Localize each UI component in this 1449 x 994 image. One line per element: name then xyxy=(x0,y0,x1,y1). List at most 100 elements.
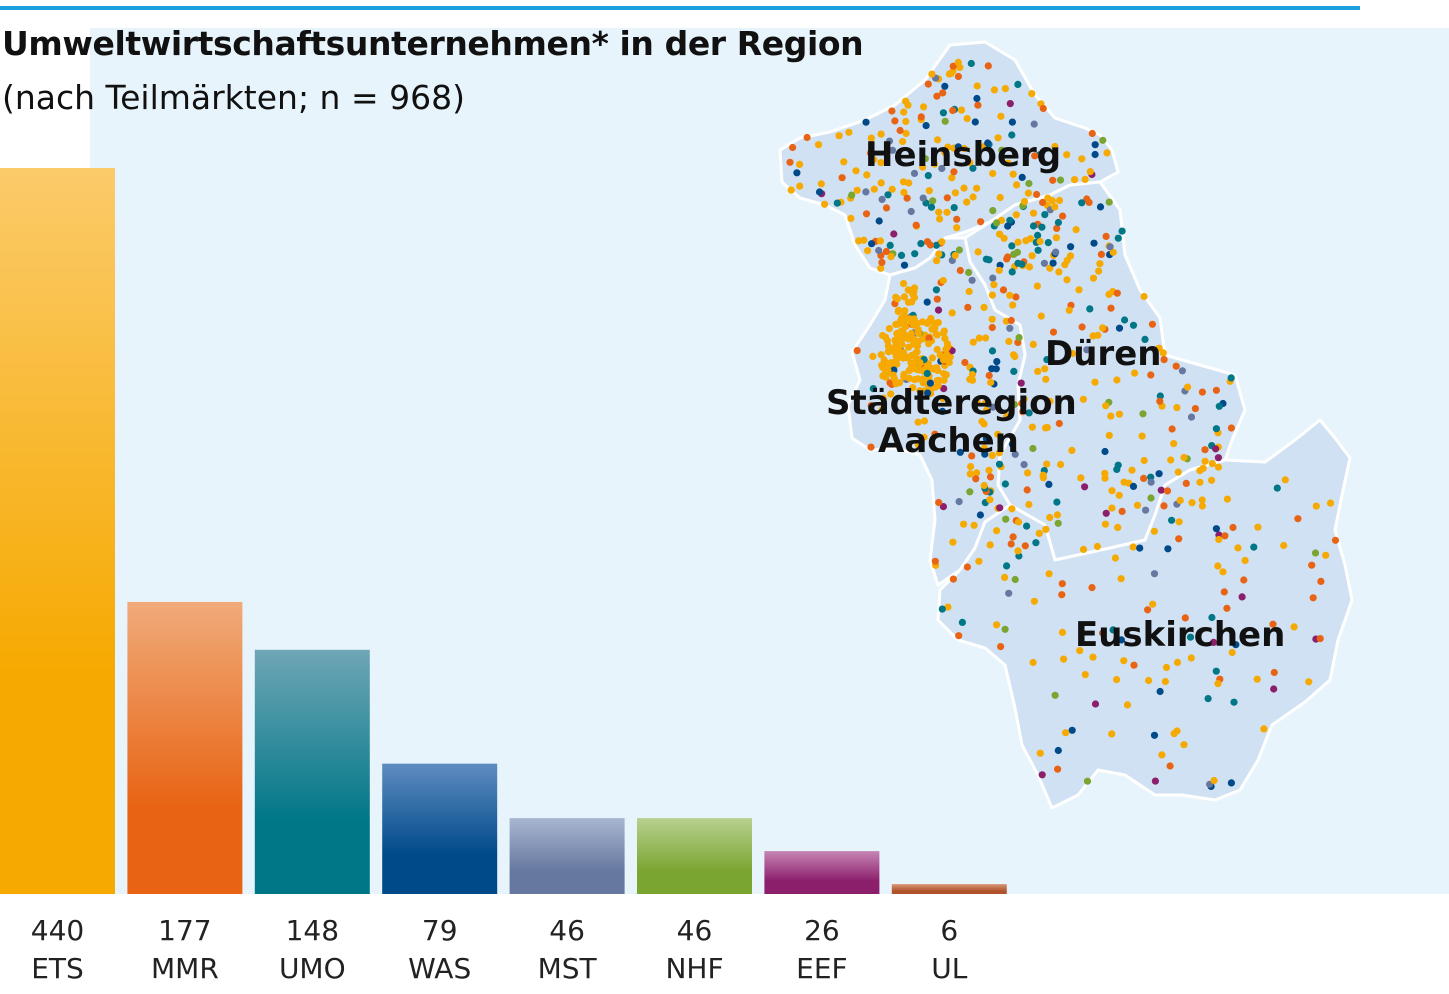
bar-eef xyxy=(764,851,880,894)
company-dot xyxy=(1201,446,1209,454)
company-dot xyxy=(1155,344,1163,352)
company-dot xyxy=(994,134,1002,142)
company-dot xyxy=(1223,495,1231,503)
company-dot xyxy=(1046,513,1054,522)
company-dot xyxy=(934,306,943,314)
company-dot xyxy=(995,449,1003,457)
company-dot xyxy=(1002,515,1010,523)
company-dot xyxy=(1136,544,1144,552)
company-dot xyxy=(933,364,941,372)
company-dot xyxy=(955,246,964,254)
company-dot xyxy=(973,94,981,103)
company-dot xyxy=(939,503,948,511)
company-dot xyxy=(924,172,932,180)
company-dot xyxy=(814,141,823,149)
company-dot xyxy=(1131,369,1139,377)
company-dot xyxy=(893,295,902,303)
company-dot xyxy=(1120,657,1128,665)
company-dot xyxy=(890,375,898,383)
company-dot xyxy=(1039,198,1047,207)
company-dot xyxy=(1227,374,1235,382)
company-dot xyxy=(899,354,908,362)
company-dot xyxy=(993,527,1001,535)
company-dot xyxy=(853,186,861,194)
company-dot xyxy=(1012,293,1020,301)
company-dot xyxy=(1037,312,1045,320)
company-dot xyxy=(1214,562,1222,570)
company-dot xyxy=(982,334,990,342)
company-dot xyxy=(968,452,976,460)
company-dot xyxy=(1033,190,1041,199)
company-dot xyxy=(1009,170,1017,178)
company-dot xyxy=(885,348,893,356)
company-dot xyxy=(903,194,911,202)
company-dot xyxy=(838,174,846,182)
company-dot xyxy=(1067,243,1075,251)
company-dot xyxy=(1039,474,1047,482)
company-dot xyxy=(1001,480,1010,488)
company-dot xyxy=(1013,181,1021,189)
company-dot xyxy=(888,107,896,115)
company-dot xyxy=(1102,509,1110,517)
company-dot xyxy=(948,309,956,317)
company-dot xyxy=(1113,289,1121,297)
company-dot xyxy=(967,59,975,68)
company-dot xyxy=(894,307,902,316)
company-dot xyxy=(1042,424,1050,432)
company-dot xyxy=(1170,440,1178,448)
company-dot xyxy=(938,164,946,173)
company-dot xyxy=(910,321,918,329)
company-dot xyxy=(1007,316,1015,325)
company-dot xyxy=(953,224,961,232)
bar-category-label: MST xyxy=(538,952,598,985)
company-dot xyxy=(1188,499,1196,507)
company-dot xyxy=(1145,676,1153,685)
company-dot xyxy=(1212,425,1220,433)
company-dot xyxy=(878,195,886,203)
company-dot xyxy=(1014,80,1022,88)
company-dot xyxy=(994,430,1002,438)
company-dot xyxy=(1038,223,1046,231)
bar-category-label: ETS xyxy=(31,952,84,985)
company-dot xyxy=(963,198,971,206)
company-dot xyxy=(964,303,972,311)
company-dot xyxy=(928,325,936,333)
company-dot xyxy=(1241,556,1249,565)
company-dot xyxy=(1058,628,1067,637)
company-dot xyxy=(1078,199,1086,207)
company-dot xyxy=(1055,419,1063,428)
company-dot xyxy=(833,199,841,207)
company-dot xyxy=(1005,337,1013,346)
company-dot xyxy=(885,325,894,333)
company-dot xyxy=(1212,386,1220,394)
company-dot xyxy=(1204,695,1212,703)
company-dot xyxy=(966,488,974,496)
company-dot xyxy=(1000,234,1008,242)
company-dot xyxy=(1173,658,1182,667)
company-dot xyxy=(1068,726,1076,734)
company-dot xyxy=(923,298,931,306)
company-dot xyxy=(997,112,1005,120)
company-dot xyxy=(925,334,933,342)
company-dot xyxy=(1011,352,1019,361)
company-dot xyxy=(996,193,1004,202)
company-dot xyxy=(1010,400,1019,409)
company-dot xyxy=(943,208,951,216)
company-dot xyxy=(949,575,958,583)
company-dot xyxy=(954,58,962,66)
company-dot xyxy=(1175,535,1183,543)
company-dot xyxy=(1096,203,1105,211)
bar-category-label: UL xyxy=(931,952,967,985)
company-dot xyxy=(900,188,908,196)
company-dot xyxy=(920,433,928,441)
company-dot xyxy=(869,352,877,360)
company-dot xyxy=(897,340,905,348)
company-dot xyxy=(1269,620,1277,628)
company-dot xyxy=(1150,570,1159,578)
company-dot xyxy=(1175,518,1183,526)
company-dot xyxy=(941,149,949,157)
company-dot xyxy=(1007,540,1015,548)
company-dot xyxy=(897,251,906,259)
company-dot xyxy=(989,274,997,282)
company-dot xyxy=(914,418,922,426)
